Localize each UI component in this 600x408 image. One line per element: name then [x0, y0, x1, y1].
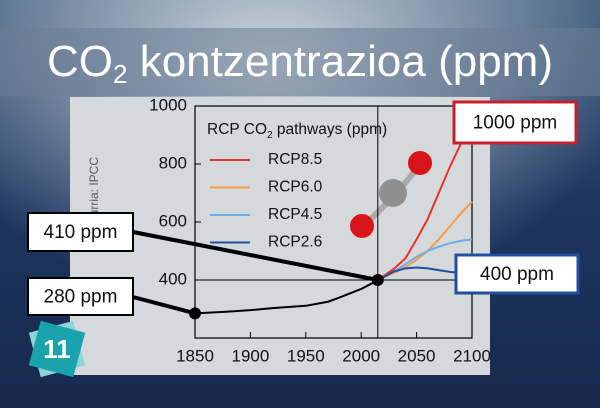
- x-tick-label: 1900: [231, 346, 269, 365]
- slide-title: CO2 kontzentrazioa (ppm): [47, 37, 553, 89]
- legend-label: RCP2.6: [268, 234, 322, 251]
- x-tick-label: 1950: [287, 346, 325, 365]
- y-tick-label: 800: [159, 153, 187, 172]
- title-band: [0, 28, 600, 96]
- leader-line: [132, 295, 196, 316]
- history-point: [189, 307, 201, 320]
- co2-molecule: [350, 151, 432, 238]
- callout-text: 410 ppm: [44, 222, 118, 243]
- series-line: [377, 124, 473, 281]
- badge: 11: [28, 320, 86, 378]
- callout-box: [27, 277, 134, 316]
- leader-line: [132, 230, 379, 282]
- callout-box: [27, 212, 134, 252]
- callout-box: [452, 100, 578, 145]
- legend-label: RCP8.5: [268, 151, 322, 168]
- series-line: [377, 238, 473, 281]
- series-line: [194, 279, 379, 315]
- callout-box: [454, 253, 580, 295]
- x-tick-label: 2050: [398, 346, 436, 365]
- history-point: [371, 274, 384, 286]
- chart-panel: [70, 97, 490, 375]
- legend-label: RCP6.0: [268, 179, 323, 196]
- callout-text: 280 ppm: [44, 287, 118, 308]
- callout-text: 400 ppm: [480, 264, 554, 285]
- callout-text: 1000 ppm: [473, 113, 558, 134]
- y-tick-label: 1000: [149, 95, 187, 114]
- x-tick-label: 1850: [176, 346, 214, 365]
- x-tick-label: 2000: [342, 346, 380, 365]
- y-tick-label: 400: [159, 269, 187, 288]
- legend-title: RCP CO2 pathways (ppm): [207, 121, 387, 141]
- x-tick-label: 2100: [453, 346, 491, 365]
- badge-number: 11: [43, 334, 71, 364]
- legend-label: RCP4.5: [268, 206, 322, 223]
- y-tick-label: 600: [159, 211, 187, 230]
- source: Iturria: IPCC: [87, 157, 101, 223]
